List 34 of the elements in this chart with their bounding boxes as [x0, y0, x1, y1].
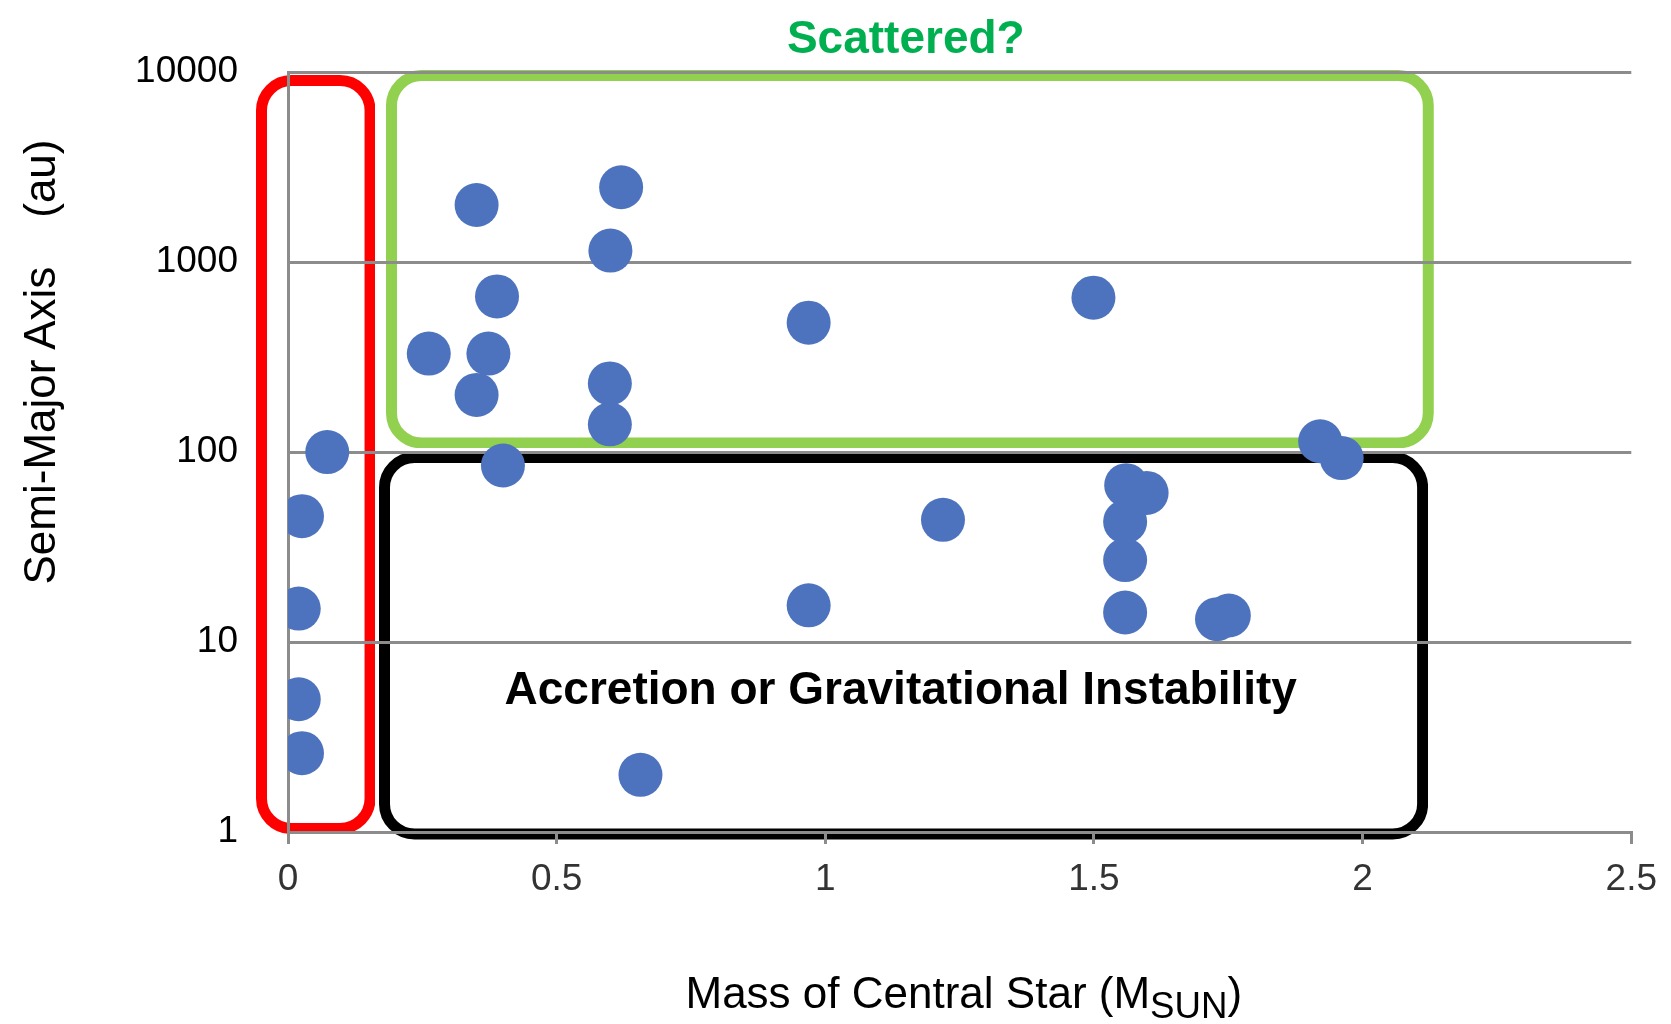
x-tick-label: 0 — [277, 857, 299, 899]
x-tick-label: 2 — [1352, 857, 1373, 899]
point — [1071, 275, 1116, 320]
y-axis-title: Semi-Major Axis (au) — [14, 139, 65, 585]
y-tick-label: 1 — [217, 809, 238, 851]
point — [587, 361, 632, 406]
point — [587, 402, 632, 447]
point — [454, 182, 499, 227]
x-tick-label: 1.5 — [1068, 857, 1120, 899]
y-tick-label: 100 — [176, 429, 238, 471]
point — [454, 372, 499, 417]
point — [599, 165, 644, 210]
point — [406, 331, 451, 376]
x-tick-label: 0.5 — [530, 857, 583, 899]
point — [588, 228, 633, 273]
point — [480, 443, 525, 488]
x-axis-title: Mass of Central Star (M$_{SUN}$) — [685, 968, 1243, 1024]
text: Scattered? — [786, 10, 1025, 65]
point — [920, 497, 965, 542]
y-tick-label: 1000 — [155, 239, 238, 281]
x-tick-label: 1 — [815, 857, 836, 899]
point — [305, 430, 350, 475]
point — [1103, 538, 1148, 583]
x-tick-label: 2.5 — [1605, 857, 1657, 899]
point — [786, 300, 831, 345]
point — [1319, 436, 1364, 481]
point — [1103, 590, 1148, 635]
point — [786, 583, 831, 628]
point — [475, 274, 520, 319]
point — [618, 752, 663, 797]
y-tick-label: 10000 — [135, 49, 238, 91]
point — [466, 331, 511, 376]
annotation: Accretion or Gravitational Instability — [504, 660, 1297, 715]
y-tick-label: 10 — [196, 619, 238, 661]
